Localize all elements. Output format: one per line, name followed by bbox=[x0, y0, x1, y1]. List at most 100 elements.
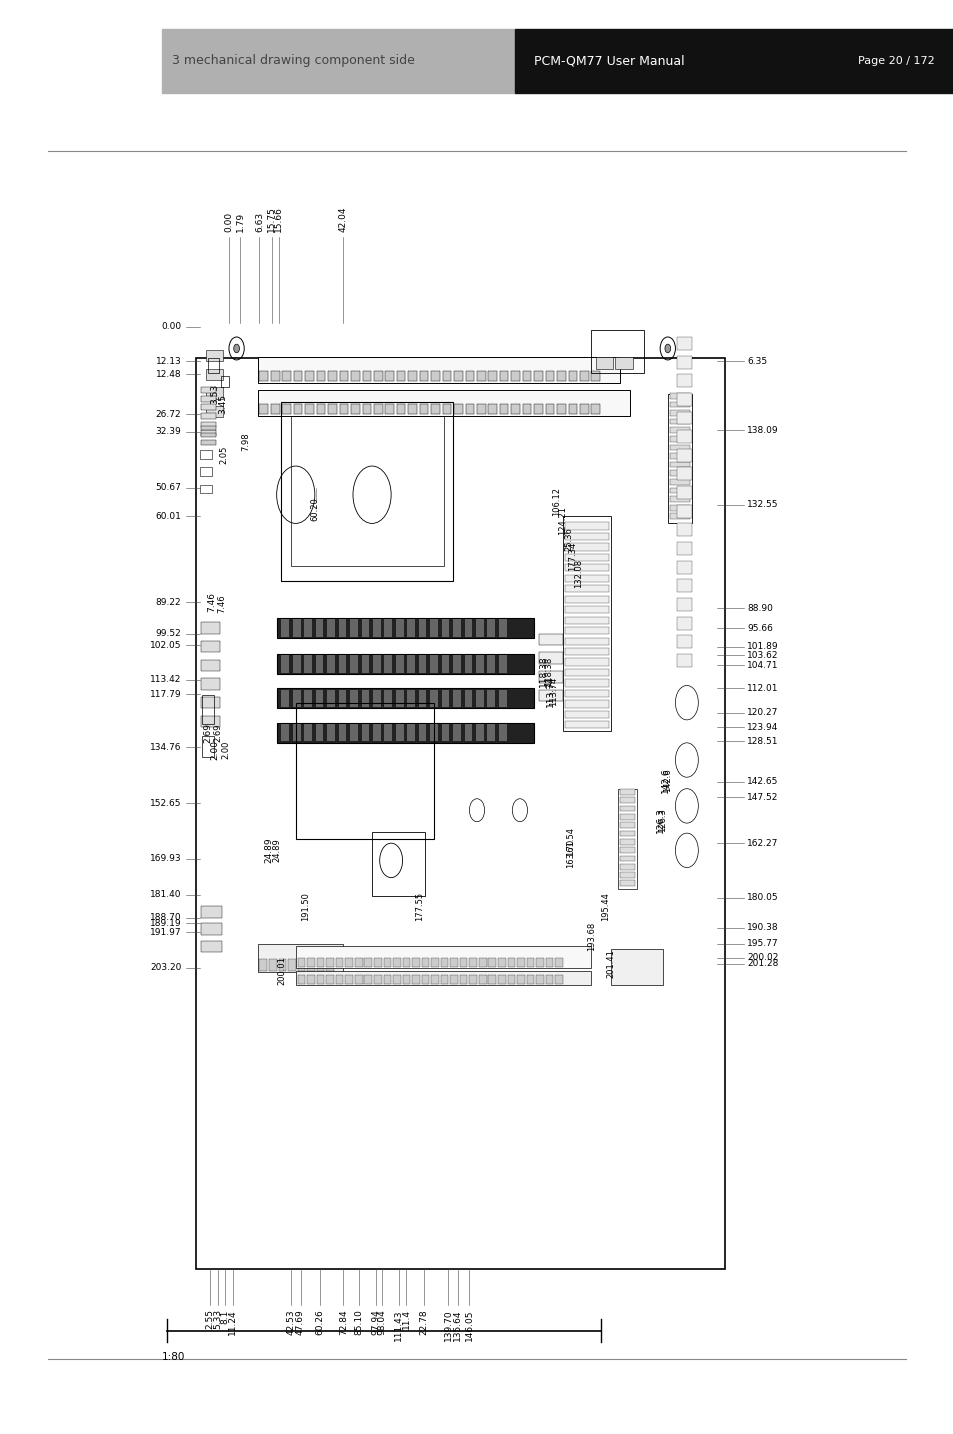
Bar bbox=[478, 958, 486, 967]
Bar bbox=[564, 711, 608, 718]
Text: 113.74: 113.74 bbox=[548, 677, 558, 706]
Bar bbox=[476, 724, 483, 741]
Bar bbox=[326, 975, 334, 984]
Bar bbox=[282, 404, 291, 414]
Bar bbox=[430, 690, 437, 707]
Bar bbox=[534, 371, 542, 381]
Bar bbox=[555, 975, 562, 984]
Text: 5.33: 5.33 bbox=[213, 1309, 222, 1329]
Text: 22.78: 22.78 bbox=[418, 1309, 428, 1335]
Bar bbox=[326, 959, 334, 971]
Text: 12.13: 12.13 bbox=[155, 357, 181, 366]
Text: 111.43: 111.43 bbox=[394, 1309, 403, 1341]
Bar bbox=[442, 371, 451, 381]
Bar bbox=[497, 975, 505, 984]
Text: 32.39: 32.39 bbox=[155, 427, 181, 436]
Bar bbox=[162, 29, 515, 93]
Bar bbox=[315, 690, 323, 707]
Bar bbox=[507, 975, 515, 984]
Text: 200.01: 200.01 bbox=[276, 956, 286, 985]
Text: 0.00: 0.00 bbox=[161, 323, 181, 331]
Text: 3.45: 3.45 bbox=[217, 394, 227, 414]
Bar bbox=[464, 690, 472, 707]
Bar bbox=[355, 975, 362, 984]
Bar bbox=[257, 357, 619, 383]
Bar bbox=[384, 655, 392, 673]
Text: 15.66: 15.66 bbox=[274, 206, 283, 232]
Bar bbox=[201, 440, 215, 445]
Bar bbox=[488, 975, 496, 984]
Bar bbox=[421, 975, 429, 984]
Bar bbox=[364, 975, 372, 984]
Bar bbox=[517, 975, 524, 984]
Text: 97.94: 97.94 bbox=[371, 1309, 380, 1335]
Bar bbox=[201, 396, 215, 402]
Bar bbox=[555, 958, 562, 967]
Bar bbox=[373, 724, 380, 741]
Bar bbox=[304, 619, 312, 637]
Bar bbox=[564, 607, 608, 614]
Bar bbox=[591, 404, 599, 414]
Bar bbox=[619, 806, 635, 812]
Bar bbox=[307, 975, 314, 984]
Bar bbox=[619, 815, 635, 820]
Bar bbox=[418, 690, 426, 707]
Text: 200.02: 200.02 bbox=[746, 954, 778, 962]
Text: 134.76: 134.76 bbox=[150, 743, 181, 751]
Text: 181.40: 181.40 bbox=[150, 891, 181, 899]
Text: 7.46: 7.46 bbox=[207, 592, 216, 612]
Bar bbox=[293, 724, 300, 741]
Bar bbox=[373, 619, 380, 637]
Bar bbox=[669, 419, 689, 424]
Text: 102.05: 102.05 bbox=[150, 641, 181, 650]
Text: 11.4: 11.4 bbox=[401, 1309, 411, 1329]
Bar bbox=[201, 923, 222, 935]
Text: 6.63: 6.63 bbox=[254, 212, 264, 232]
Bar bbox=[538, 671, 562, 683]
Bar bbox=[374, 404, 382, 414]
Bar bbox=[677, 393, 691, 406]
Bar bbox=[677, 356, 691, 369]
Bar bbox=[476, 404, 485, 414]
Bar bbox=[488, 958, 496, 967]
Bar bbox=[345, 975, 353, 984]
Text: 2.55: 2.55 bbox=[205, 1309, 214, 1329]
Bar bbox=[276, 723, 534, 743]
Bar bbox=[278, 959, 286, 971]
Bar bbox=[372, 832, 424, 896]
Bar bbox=[564, 690, 608, 697]
Bar bbox=[669, 453, 689, 459]
Bar bbox=[281, 619, 289, 637]
Bar bbox=[677, 486, 691, 499]
Bar bbox=[350, 655, 357, 673]
Bar bbox=[441, 619, 449, 637]
Text: 142.65: 142.65 bbox=[746, 777, 778, 786]
Text: 162.27: 162.27 bbox=[746, 839, 778, 847]
Text: 161.54: 161.54 bbox=[565, 827, 575, 856]
Bar bbox=[487, 655, 495, 673]
Bar bbox=[315, 619, 323, 637]
Bar bbox=[327, 655, 335, 673]
Bar bbox=[610, 949, 662, 985]
Bar bbox=[579, 404, 588, 414]
Bar bbox=[201, 422, 215, 427]
Text: 132.08: 132.08 bbox=[573, 559, 582, 588]
Bar bbox=[562, 516, 610, 731]
Bar bbox=[350, 690, 357, 707]
Bar bbox=[304, 724, 312, 741]
Bar bbox=[201, 678, 220, 690]
Text: 85.10: 85.10 bbox=[354, 1309, 363, 1335]
Bar bbox=[293, 690, 300, 707]
Bar bbox=[385, 404, 394, 414]
Bar bbox=[564, 627, 608, 634]
Bar bbox=[407, 724, 415, 741]
Bar bbox=[522, 371, 531, 381]
Text: 146.05: 146.05 bbox=[464, 1309, 474, 1341]
Bar bbox=[395, 690, 403, 707]
Bar bbox=[619, 789, 635, 794]
Bar bbox=[338, 655, 346, 673]
Text: 120.27: 120.27 bbox=[746, 708, 778, 717]
Bar bbox=[361, 619, 369, 637]
Circle shape bbox=[233, 344, 239, 353]
Bar bbox=[421, 958, 429, 967]
